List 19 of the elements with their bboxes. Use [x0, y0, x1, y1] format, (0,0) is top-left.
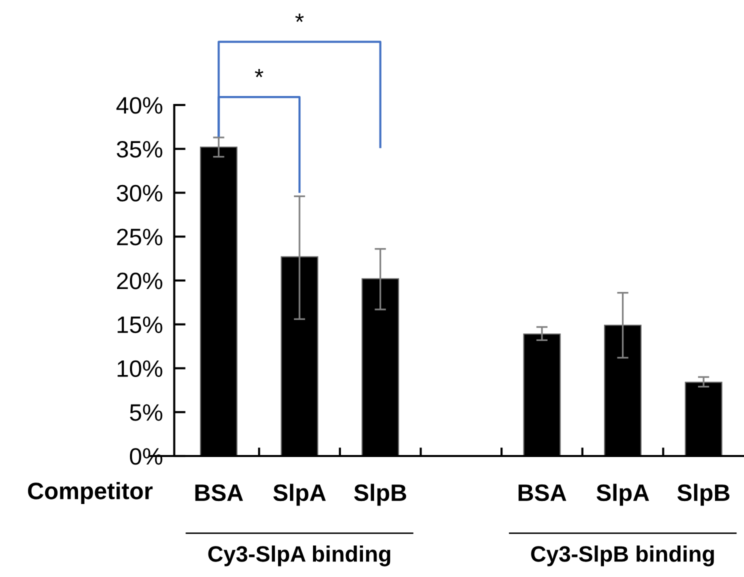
y-tick-label: 35%: [116, 140, 162, 158]
text: *: [254, 68, 264, 78]
x-tick-label: SlpB: [677, 484, 730, 506]
text: Cy3-SlpB binding: [531, 546, 714, 566]
x-axis-title: Competitor: [28, 482, 153, 504]
text: *: [295, 14, 304, 22]
x-tick-label: SlpA: [273, 484, 326, 506]
y-tick-label: 10%: [118, 360, 162, 378]
y-tick-label: 20%: [117, 272, 162, 290]
y-tick-label: 5%: [130, 404, 162, 421]
x-tick-label: BSA: [195, 484, 243, 502]
y-tick-label: 40%: [116, 97, 162, 114]
y-tick-label: 25%: [117, 228, 162, 246]
text: Cy3-SlpA binding: [208, 546, 390, 566]
x-tick-label: SlpB: [354, 484, 406, 506]
y-tick-label: 30%: [116, 184, 162, 202]
y-tick-label: 15%: [118, 316, 162, 334]
x-tick-label: BSA: [518, 484, 566, 502]
x-tick-label: SlpA: [596, 484, 650, 506]
